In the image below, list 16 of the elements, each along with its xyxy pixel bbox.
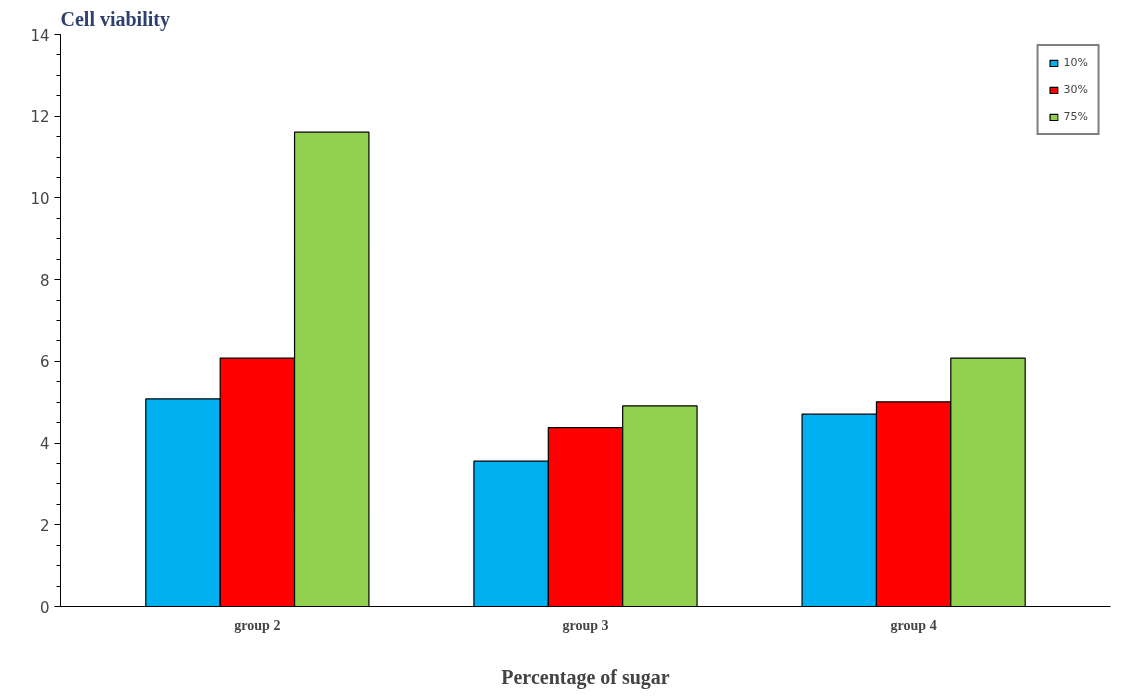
legend-label: 10% <box>1063 56 1088 69</box>
y-tick-label: 6 <box>39 353 50 372</box>
x-tick-label: group 4 <box>890 617 937 633</box>
y-tick-label: 4 <box>39 435 50 454</box>
y-tick-label: 10 <box>30 189 50 208</box>
y-tick-label: 0 <box>39 598 50 617</box>
x-tick-label: group 3 <box>562 617 609 633</box>
y-tick-label: 2 <box>39 516 50 535</box>
x-axis-title: Percentage of sugar <box>501 665 670 689</box>
y-tick-label: 8 <box>39 271 50 290</box>
x-tick-label: group 2 <box>234 617 281 633</box>
y-tick-label: 12 <box>30 108 50 127</box>
y-tick-label: 14 <box>30 26 50 45</box>
legend-label: 75% <box>1063 110 1088 123</box>
chart-title: Cell viability <box>60 7 170 31</box>
legend-label: 30% <box>1063 83 1088 96</box>
